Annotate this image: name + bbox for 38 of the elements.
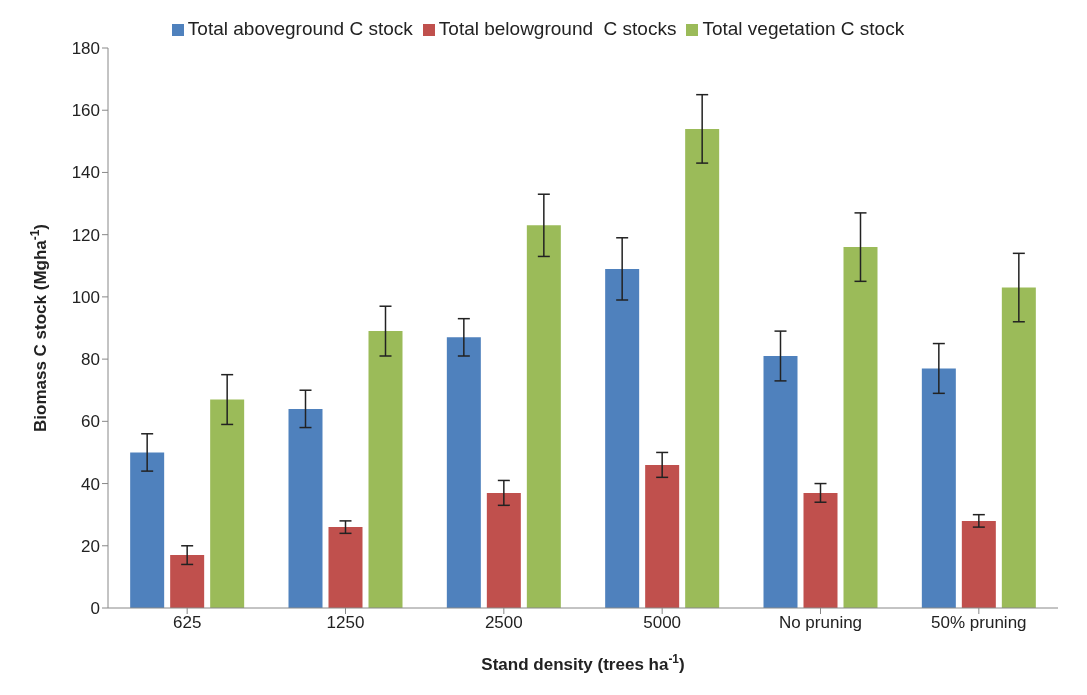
bar — [961, 520, 996, 608]
bar — [446, 337, 481, 608]
bar — [368, 331, 403, 608]
y-tick-label: 0 — [90, 599, 100, 619]
bar — [605, 268, 640, 608]
y-tick-label: 160 — [71, 101, 100, 121]
x-tick-label: 50% pruning — [931, 613, 1027, 633]
y-tick-label: 120 — [71, 225, 100, 245]
y-tick-label: 60 — [81, 412, 100, 432]
bar — [685, 128, 720, 608]
bar — [210, 399, 245, 608]
bar — [328, 527, 363, 608]
bar — [170, 555, 205, 608]
bar — [803, 492, 838, 608]
x-tick-label: No pruning — [778, 613, 863, 633]
bar — [486, 492, 521, 608]
x-axis-title: Stand density (trees ha$^{-1}$) — [481, 652, 685, 674]
y-tick-label: 20 — [81, 536, 100, 556]
bar — [130, 452, 165, 608]
x-tick-label: 1250 — [326, 613, 365, 633]
bar — [645, 464, 680, 608]
x-tick-label: 2500 — [484, 613, 523, 633]
x-tick-label: 625 — [172, 613, 202, 633]
bar — [526, 225, 561, 608]
bar — [1001, 287, 1036, 608]
bar — [843, 247, 878, 608]
x-tick-label: 5000 — [643, 613, 682, 633]
legend-label: Total belowground C stocks — [438, 18, 677, 39]
y-tick-label: 100 — [71, 287, 100, 307]
y-tick-label: 40 — [81, 474, 100, 494]
bar — [921, 368, 956, 608]
y-tick-label: 180 — [71, 39, 100, 59]
bar — [763, 356, 798, 608]
legend-label: Total vegetation C stock — [702, 18, 905, 39]
y-tick-label: 140 — [71, 163, 100, 183]
y-tick-label: 80 — [81, 350, 100, 370]
bar — [288, 408, 323, 608]
legend-label: Total aboveground C stock — [187, 18, 413, 39]
